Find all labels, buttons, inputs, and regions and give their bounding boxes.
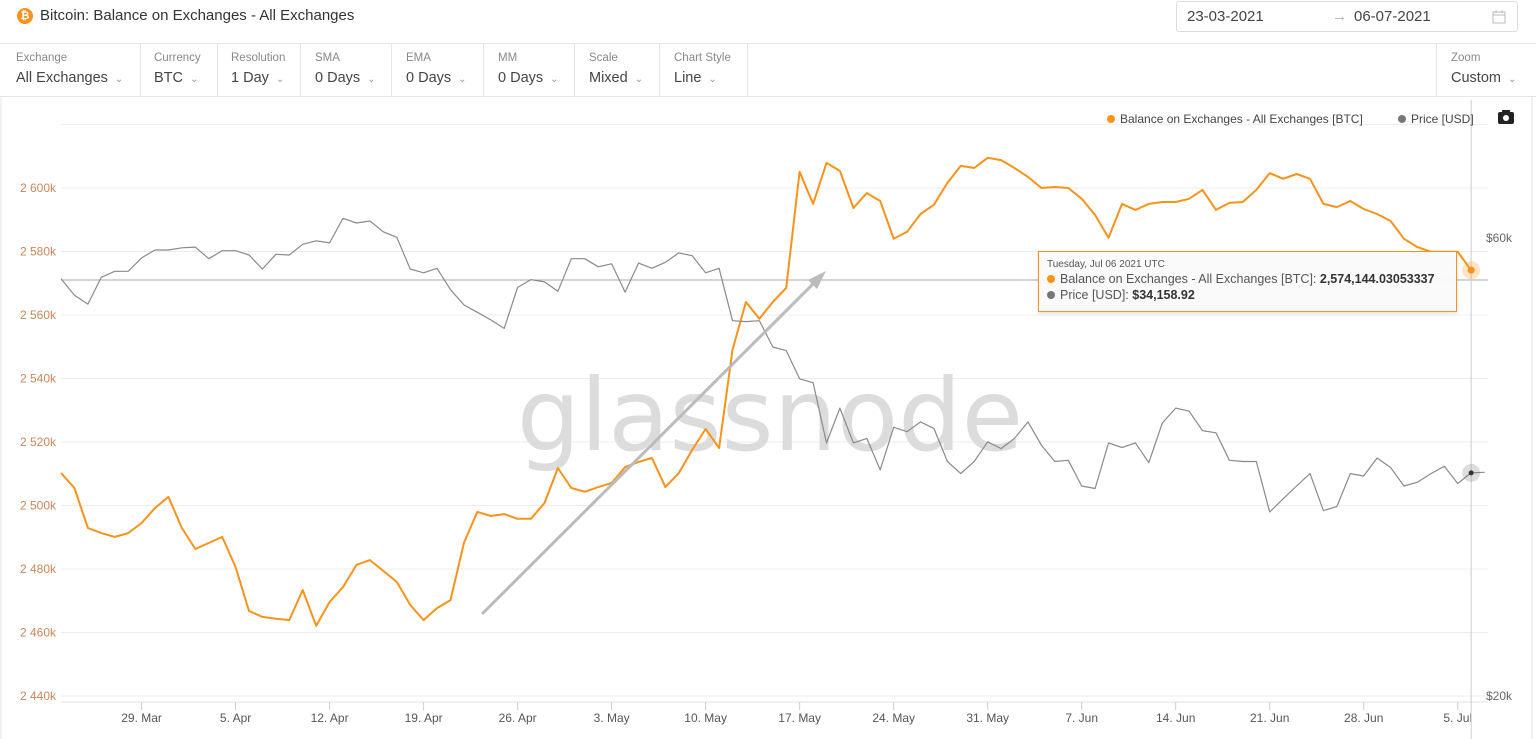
exchange-value: All Exchanges: [16, 70, 108, 86]
chevron-down-icon: ⌄: [634, 74, 644, 85]
grey-dot-icon: [1398, 115, 1406, 123]
chevron-down-icon: ⌄: [1507, 74, 1517, 85]
sma-value: 0 Days: [315, 70, 361, 86]
x-axis-tick-label: 28. Jun: [1344, 711, 1383, 725]
title-bar: ₿ Bitcoin: Balance on Exchanges - All Ex…: [0, 0, 1536, 44]
x-axis-tick-label: 7. Jun: [1065, 711, 1098, 725]
date-from[interactable]: 23-03-2021: [1187, 8, 1264, 25]
scale-label: Scale: [589, 52, 618, 64]
hover-point-price: [1468, 470, 1474, 476]
zoom-value: Custom: [1451, 70, 1501, 86]
date-range-picker[interactable]: 23-03-2021 → 06-07-2021: [1176, 1, 1518, 32]
left-axis-tick-label: 2 440k: [20, 689, 57, 703]
left-axis-tick-label: 2 600k: [20, 181, 57, 195]
grey-dot-icon: [1047, 291, 1055, 299]
ema-label: EMA: [406, 52, 431, 64]
sma-select[interactable]: SMA 0 Days ⌄: [301, 44, 392, 97]
page-title: Bitcoin: Balance on Exchanges - All Exch…: [40, 7, 355, 24]
left-axis-tick-label: 2 500k: [20, 499, 57, 513]
chart-style-label: Chart Style: [674, 52, 731, 64]
right-axis-tick-label: $20k: [1486, 689, 1513, 703]
x-axis-tick-label: 29. Mar: [121, 711, 162, 725]
left-axis-tick-label: 2 580k: [20, 245, 57, 259]
exchange-label: Exchange: [16, 52, 68, 64]
ema-value: 0 Days: [406, 70, 452, 86]
chevron-down-icon: ⌄: [275, 74, 285, 85]
resolution-label: Resolution: [231, 52, 286, 64]
mm-label: MM: [498, 52, 518, 64]
chevron-down-icon: ⌄: [190, 74, 199, 85]
x-axis-tick-label: 14. Jun: [1156, 711, 1195, 725]
x-axis-tick-label: 21. Jun: [1250, 711, 1289, 725]
resolution-value: 1 Day: [231, 70, 269, 86]
x-axis-tick-label: 12. Apr: [311, 711, 349, 725]
zoom-label: Zoom: [1451, 52, 1481, 64]
exchange-select[interactable]: Exchange All Exchanges ⌄: [0, 44, 141, 97]
chevron-down-icon: ⌄: [708, 74, 717, 85]
mm-select[interactable]: MM 0 Days ⌄: [484, 44, 575, 97]
currency-select[interactable]: Currency BTC ⌄: [141, 44, 218, 97]
currency-label: Currency: [154, 52, 201, 64]
scale-value: Mixed: [589, 70, 628, 86]
tooltip-date: Tuesday, Jul 06 2021 UTC: [1047, 259, 1165, 270]
chevron-down-icon: ⌄: [367, 74, 376, 85]
date-arrow: →: [1332, 8, 1347, 25]
currency-value: BTC: [154, 70, 183, 86]
camera-icon[interactable]: [1498, 110, 1514, 124]
legend-item-price[interactable]: Price [USD]: [1398, 112, 1474, 126]
x-axis-tick-label: 17. May: [778, 711, 821, 725]
mm-value: 0 Days: [498, 70, 544, 86]
x-axis-tick-label: 19. Apr: [405, 711, 443, 725]
trend-arrow: [480, 271, 826, 616]
date-to[interactable]: 06-07-2021: [1354, 8, 1431, 25]
x-axis-tick-label: 26. Apr: [499, 711, 537, 725]
sma-label: SMA: [315, 52, 340, 64]
toolbar: Exchange All Exchanges ⌄ Currency BTC ⌄ Reso…: [0, 44, 1536, 97]
bitcoin-icon: ₿: [17, 8, 33, 24]
chart-style-select[interactable]: Chart Style Line ⌄: [660, 44, 748, 97]
x-axis-tick-label: 3. May: [594, 711, 630, 725]
chevron-down-icon: ⌄: [550, 74, 559, 85]
balance-series-line: [60, 156, 1472, 627]
hover-point-balance: [1467, 266, 1475, 274]
resolution-select[interactable]: Resolution 1 Day ⌄: [218, 44, 301, 97]
chevron-down-icon: ⌄: [458, 74, 467, 85]
tooltip-price-label: Price [USD]:: [1060, 288, 1129, 302]
orange-dot-icon: [1047, 275, 1055, 283]
left-axis-tick-label: 2 560k: [20, 308, 57, 322]
x-axis-tick-label: 10. May: [684, 711, 727, 725]
legend-price-label: Price [USD]: [1411, 112, 1474, 126]
zoom-select[interactable]: Zoom Custom ⌄: [1436, 44, 1536, 97]
tooltip-balance-value: 2,574,144.03053337: [1319, 272, 1435, 286]
tooltip: Tuesday, Jul 06 2021 UTC Balance on Exch…: [1038, 251, 1457, 312]
legend-balance-label: Balance on Exchanges - All Exchanges [BT…: [1120, 112, 1363, 126]
ema-select[interactable]: EMA 0 Days ⌄: [392, 44, 484, 97]
x-axis-tick-label: 31. May: [966, 711, 1009, 725]
x-axis-tick-label: 5. Jul: [1443, 711, 1472, 725]
orange-dot-icon: [1107, 115, 1115, 123]
tooltip-price-value: $34,158.92: [1132, 288, 1195, 302]
tooltip-balance-label: Balance on Exchanges - All Exchanges [BT…: [1060, 272, 1317, 286]
legend-item-balance[interactable]: Balance on Exchanges - All Exchanges [BT…: [1107, 112, 1363, 126]
left-axis-tick-label: 2 460k: [20, 626, 57, 640]
left-axis-tick-label: 2 540k: [20, 372, 57, 386]
price-series-line: [60, 217, 1485, 513]
left-axis-tick-label: 2 480k: [20, 562, 57, 576]
left-axis-tick-label: 2 520k: [20, 435, 57, 449]
chart-style-value: Line: [674, 70, 702, 86]
calendar-icon[interactable]: [1492, 10, 1506, 24]
chevron-down-icon: ⌄: [114, 74, 124, 85]
glassnode-watermark: glassnode: [517, 357, 1023, 474]
x-axis-tick-label: 5. Apr: [220, 711, 251, 725]
scale-select[interactable]: Scale Mixed ⌄: [575, 44, 660, 97]
right-axis-tick-label: $60k: [1486, 231, 1513, 245]
x-axis-tick-label: 24. May: [872, 711, 915, 725]
